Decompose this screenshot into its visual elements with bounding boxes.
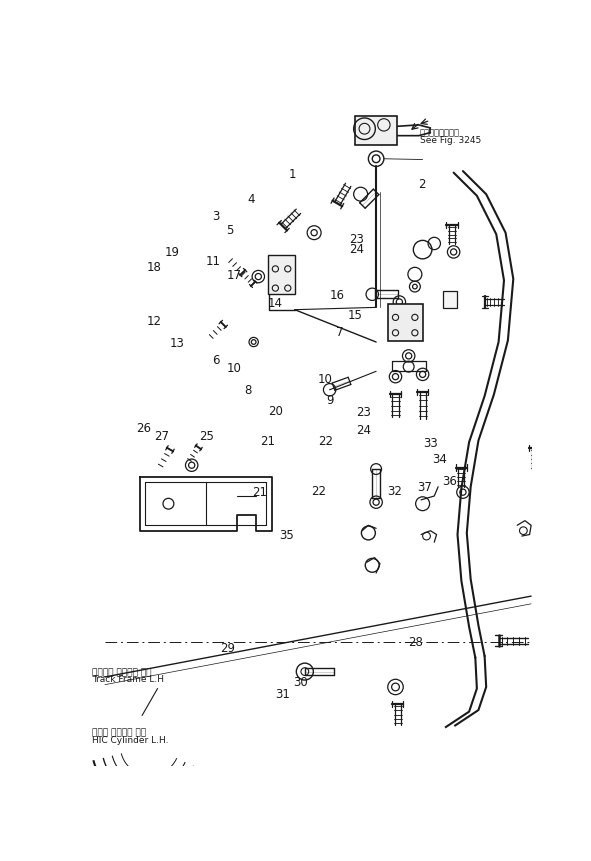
- Text: 10: 10: [317, 374, 332, 387]
- Text: 9: 9: [327, 393, 334, 407]
- Text: 3: 3: [212, 209, 219, 222]
- Text: 24: 24: [356, 424, 371, 437]
- Text: 6: 6: [212, 354, 220, 367]
- Text: 14: 14: [268, 297, 283, 310]
- Text: 12: 12: [147, 315, 161, 328]
- Text: トラック フレーム 左側: トラック フレーム 左側: [92, 668, 152, 677]
- Text: 37: 37: [417, 481, 431, 494]
- Text: 2: 2: [418, 177, 426, 190]
- Text: 31: 31: [275, 688, 290, 701]
- Text: 20: 20: [268, 406, 283, 418]
- Text: 8: 8: [244, 384, 252, 397]
- Text: 29: 29: [220, 641, 235, 654]
- Text: 5: 5: [226, 224, 233, 237]
- Text: 17: 17: [227, 269, 242, 282]
- Text: HIC Cylinder L.H.: HIC Cylinder L.H.: [92, 736, 168, 745]
- Text: 21: 21: [260, 435, 275, 448]
- Text: 33: 33: [423, 437, 437, 450]
- Text: ＨＩＣ シリング 左側: ＨＩＣ シリング 左側: [92, 728, 147, 738]
- Text: 11: 11: [206, 255, 221, 268]
- Text: 19: 19: [165, 246, 180, 259]
- Text: 36: 36: [442, 474, 457, 487]
- Text: 21: 21: [252, 486, 267, 499]
- Text: 16: 16: [330, 289, 345, 302]
- Text: 24: 24: [349, 243, 365, 256]
- Text: 26: 26: [136, 422, 151, 435]
- Text: 7: 7: [336, 325, 343, 338]
- Text: 23: 23: [356, 406, 371, 419]
- Text: 28: 28: [408, 636, 423, 649]
- Bar: [388, 304, 423, 341]
- Text: See Fig. 3245: See Fig. 3245: [420, 136, 481, 145]
- Text: 10: 10: [227, 362, 242, 375]
- Text: 22: 22: [319, 435, 333, 448]
- Text: 第３２４５図参照: 第３２４５図参照: [420, 128, 460, 138]
- Text: 35: 35: [280, 529, 294, 542]
- Text: 1: 1: [289, 169, 297, 182]
- Text: 4: 4: [248, 193, 255, 206]
- Text: 13: 13: [170, 337, 184, 350]
- Bar: [443, 291, 457, 308]
- Text: 25: 25: [199, 430, 214, 443]
- Text: Track Frame L.H: Track Frame L.H: [92, 675, 164, 684]
- Text: 32: 32: [387, 485, 402, 498]
- Bar: [268, 255, 295, 294]
- Text: 23: 23: [349, 232, 365, 245]
- Text: 18: 18: [147, 261, 161, 274]
- Text: 22: 22: [311, 485, 326, 498]
- Text: 30: 30: [293, 676, 308, 689]
- Bar: [355, 115, 397, 145]
- Text: 15: 15: [348, 309, 363, 322]
- Text: 34: 34: [432, 454, 447, 467]
- Text: 27: 27: [154, 430, 169, 443]
